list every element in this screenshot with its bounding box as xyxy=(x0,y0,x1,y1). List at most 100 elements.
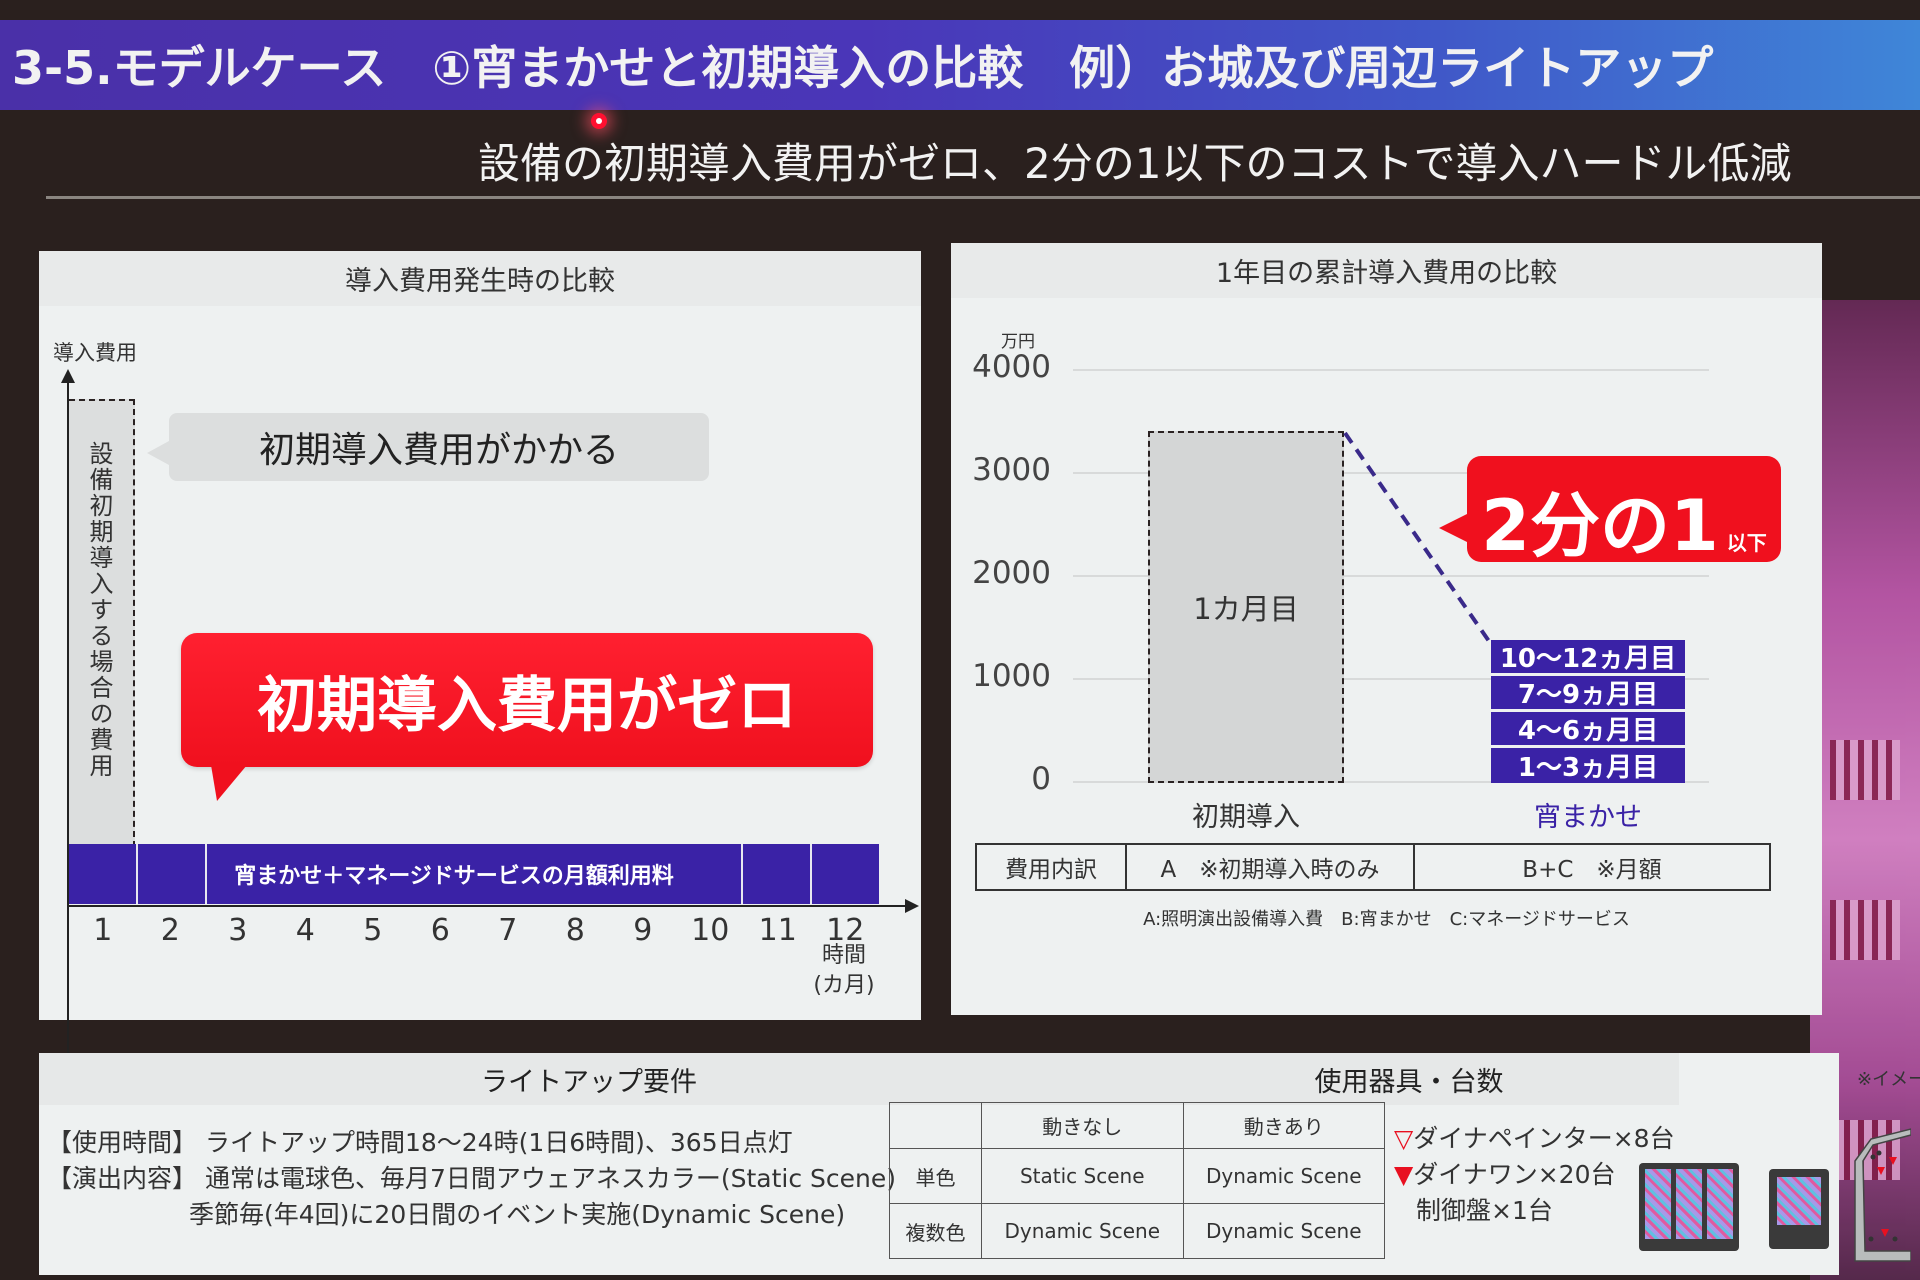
castle-window-decoration xyxy=(1830,900,1900,960)
castle-window-decoration xyxy=(1830,740,1900,800)
image-note: ※イメー xyxy=(1857,1069,1920,1090)
x-axis-line xyxy=(67,905,907,907)
month-cell xyxy=(69,844,138,904)
row-label: 複数色 xyxy=(889,1203,982,1259)
cost-legend-note: A:照明演出設備導入費 B:宵まかせ C:マネージドサービス xyxy=(1143,909,1630,930)
content-line: 【演出内容】 通常は電球色、毎月7日間アウェアネスカラー(Static Scen… xyxy=(47,1164,897,1193)
x-tick: 8 xyxy=(565,913,585,948)
y-tick: 0 xyxy=(1031,761,1051,797)
content-line: 季節毎(年4回)に20日間のイベント実施(Dynamic Scene) xyxy=(189,1200,846,1229)
category-label-initial: 初期導入 xyxy=(1192,802,1300,833)
monthly-fee-label: 宵まかせ＋マネージドサービスの月額利用料 xyxy=(234,851,674,897)
gridline xyxy=(1073,678,1709,680)
x-tick: 5 xyxy=(363,913,383,948)
castle-layout-diagram xyxy=(1854,1128,1911,1262)
panel-heading: 導入費用発生時の比較 xyxy=(39,251,921,306)
equipment-text: ダイナワン×20台 xyxy=(1413,1160,1616,1189)
x-axis-unit: 時間 (カ月) xyxy=(809,941,879,1001)
x-tick: 6 xyxy=(430,913,450,948)
callout-big-text: 2分の1 xyxy=(1481,485,1719,567)
dynaone-fixture-image xyxy=(1769,1169,1829,1249)
usage-time-line: 【使用時間】 ライトアップ時間18〜24時(1日6時間)、365日点灯 xyxy=(47,1128,793,1157)
gridline xyxy=(1073,575,1709,577)
y-tick: 3000 xyxy=(972,452,1051,488)
x-tick: 9 xyxy=(633,913,653,948)
table-header-row: 動きなし 動きあり xyxy=(889,1102,1385,1149)
x-axis-arrow-icon xyxy=(905,899,919,913)
initial-cost-label: 設備初期導入する場合の費用 xyxy=(85,441,113,779)
table-row: 複数色 Dynamic Scene Dynamic Scene xyxy=(889,1203,1385,1259)
month-cell xyxy=(674,844,744,904)
cost-breakdown-table: 費用内訳 A ※初期導入時のみ B+C ※月額 xyxy=(975,843,1771,891)
slide-title-bar: 3-5.モデルケース ①宵まかせと初期導入の比較 例）お城及び周辺ライトアップ xyxy=(0,20,1920,110)
equipment-heading: 使用器具・台数 xyxy=(1139,1053,1679,1105)
monthly-stacked-bar: 10〜12ヵ月目 7〜9ヵ月目 4〜6ヵ月目 1〜3ヵ月目 xyxy=(1491,640,1685,783)
dynapainter-fixture-image xyxy=(1639,1163,1739,1251)
cumulative-cost-comparison-panel: 1年目の累計導入費用の比較 万円 4000 3000 2000 1000 0 1… xyxy=(951,243,1822,1015)
table-cell: Dynamic Scene xyxy=(981,1203,1184,1259)
cost-timing-comparison-panel: 導入費用発生時の比較 導入費用 設備初期導入する場合の費用 初期導入費用がかかる… xyxy=(39,251,921,1093)
x-unit-line: 時間 xyxy=(821,943,866,968)
slide-title: 3-5.モデルケース ①宵まかせと初期導入の比較 例）お城及び周辺ライトアップ xyxy=(12,41,1714,95)
breakdown-header: 費用内訳 xyxy=(977,845,1127,889)
x-tick: 1 xyxy=(93,913,113,948)
outline-triangle-icon: ▽ xyxy=(1394,1124,1414,1153)
month-cell xyxy=(812,844,879,904)
row-label: 単色 xyxy=(889,1148,982,1204)
header-divider xyxy=(46,196,1920,199)
x-tick: 11 xyxy=(758,913,797,948)
stack-segment: 10〜12ヵ月目 xyxy=(1491,640,1685,676)
category-label-yoimakase: 宵まかせ xyxy=(1534,802,1642,833)
month-cell xyxy=(138,844,207,904)
y-axis-arrow-icon xyxy=(61,369,75,383)
initial-cost-bar: 1カ月目 xyxy=(1148,431,1344,783)
stack-segment: 1〜3ヵ月目 xyxy=(1491,748,1685,783)
equipment-item: ▼ダイナワン×20台 xyxy=(1394,1157,1675,1193)
dashed-connector-line xyxy=(1343,431,1495,649)
solid-triangle-icon: ▼ xyxy=(1394,1160,1414,1189)
laser-pointer-dot xyxy=(591,113,607,129)
x-tick: 10 xyxy=(691,913,730,948)
panel-heading: 1年目の累計導入費用の比較 xyxy=(951,243,1822,298)
table-header: 動きあり xyxy=(1182,1102,1385,1149)
x-tick: 12 xyxy=(826,913,865,948)
breakdown-col-bc: B+C ※月額 xyxy=(1522,857,1662,883)
table-row: 単色 Static Scene Dynamic Scene xyxy=(889,1148,1385,1204)
x-tick: 4 xyxy=(295,913,315,948)
y-axis-line xyxy=(67,381,69,1093)
y-tick: 4000 xyxy=(972,349,1051,385)
x-unit-line: (カ月) xyxy=(813,973,875,998)
equipment-item: 制御盤×1台 xyxy=(1394,1193,1675,1229)
table-cell: Dynamic Scene xyxy=(1182,1148,1385,1204)
y-axis-unit: 万円 xyxy=(1001,332,1035,352)
breakdown-col-a: A ※初期導入時のみ xyxy=(1127,845,1415,889)
requirements-heading: ライトアップ要件 xyxy=(39,1053,1139,1105)
stack-segment: 7〜9ヵ月目 xyxy=(1491,676,1685,712)
initial-cost-callout: 初期導入費用がかかる xyxy=(147,413,709,481)
equipment-text: 制御盤×1台 xyxy=(1416,1196,1553,1225)
zero-cost-callout: 初期導入費用がゼロ xyxy=(181,633,873,801)
slide-subtitle: 設備の初期導入費用がゼロ、2分の1以下のコストで導入ハードル低減 xyxy=(478,139,1792,188)
stack-segment: 4〜6ヵ月目 xyxy=(1491,712,1685,748)
equipment-list: ▽ダイナペインター×8台 ▼ダイナワン×20台 制御盤×1台 xyxy=(1394,1121,1675,1229)
equipment-item: ▽ダイナペインター×8台 xyxy=(1394,1121,1675,1157)
x-axis-ticks: 1 2 3 4 5 6 7 8 9 10 11 12 xyxy=(69,913,879,948)
gridline xyxy=(1073,781,1709,783)
half-cost-callout: 2分の1 以下 xyxy=(1439,456,1781,567)
equipment-text: ダイナペインター×8台 xyxy=(1413,1124,1675,1153)
y-axis-label: 導入費用 xyxy=(53,341,137,365)
table-cell: Dynamic Scene xyxy=(1182,1203,1385,1259)
y-tick: 1000 xyxy=(972,658,1051,694)
lightup-requirements-panel: ライトアップ要件 使用器具・台数 ※イメー 【使用時間】 ライトアップ時間18〜… xyxy=(39,1053,1920,1275)
y-tick: 2000 xyxy=(972,555,1051,591)
table-header: 動きなし xyxy=(981,1102,1184,1149)
gridline xyxy=(1073,369,1709,371)
x-tick: 7 xyxy=(498,913,518,948)
initial-cost-dashed-bar xyxy=(69,399,135,847)
x-tick: 3 xyxy=(228,913,248,948)
x-tick: 2 xyxy=(160,913,180,948)
requirements-text: 【使用時間】 ライトアップ時間18〜24時(1日6時間)、365日点灯 【演出内… xyxy=(47,1125,896,1233)
table-cell xyxy=(889,1102,982,1149)
callout-small-text: 以下 xyxy=(1726,531,1767,555)
gridline xyxy=(1073,472,1709,474)
